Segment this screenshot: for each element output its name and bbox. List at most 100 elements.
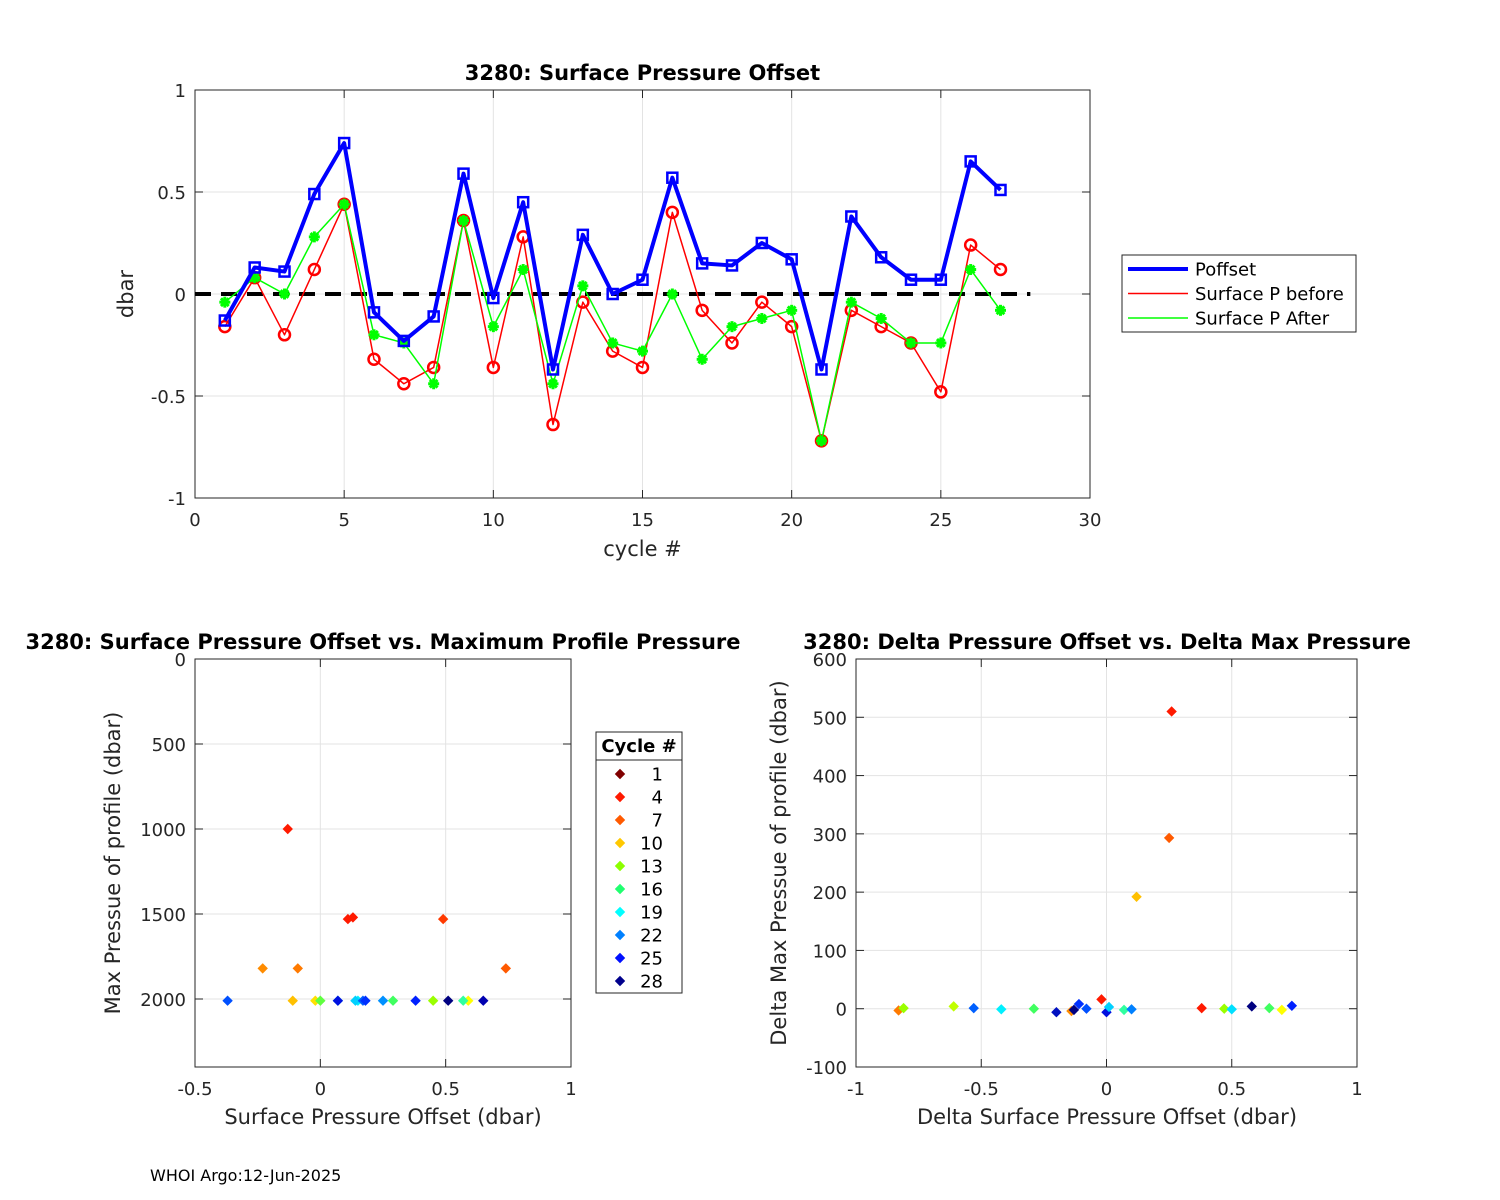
y-tick-label: 400	[813, 767, 847, 788]
footer-stamp: WHOI Argo:12-Jun-2025	[150, 1166, 342, 1185]
scatter-point	[222, 995, 233, 1006]
surface-p-before-point	[277, 328, 292, 342]
asterisk-stroke	[906, 338, 916, 348]
scatter-point	[1096, 994, 1107, 1005]
legend-label: 16	[640, 880, 663, 901]
poffset-point	[457, 167, 470, 180]
scatter-point	[257, 963, 268, 974]
scatter-point	[1196, 1002, 1207, 1014]
poffset-point	[994, 183, 1007, 197]
surface-p-after-point	[368, 329, 380, 341]
scatter-point	[1131, 891, 1142, 903]
scatter-point	[377, 995, 389, 1006]
poffset-point	[308, 187, 321, 201]
asterisk-stroke	[607, 338, 618, 348]
x-tick-label: -0.5	[964, 1079, 999, 1100]
legend-label: Poffset	[1195, 260, 1256, 281]
x-tick-label: 0	[1101, 1079, 1112, 1100]
legend-marker	[614, 952, 626, 964]
surface-p-before-point	[695, 303, 709, 318]
surface-p-after-point	[487, 321, 499, 333]
asterisk-stroke	[488, 321, 499, 332]
asterisk-stroke	[727, 321, 737, 332]
legend-label: 22	[640, 926, 663, 947]
poffset-point	[964, 155, 977, 168]
poffset-point	[636, 273, 649, 286]
poffset-point	[755, 236, 769, 250]
y-tick-label: 0	[836, 1000, 847, 1021]
y-tick-label: 500	[813, 708, 847, 729]
scatter-point	[1118, 1004, 1130, 1016]
legend-marker	[614, 814, 626, 826]
asterisk-stroke	[458, 215, 469, 226]
surface-p-after-point	[517, 264, 529, 276]
surface-p-after-point	[935, 337, 947, 349]
y-axis-label: dbar	[114, 270, 138, 319]
axes-frame	[194, 658, 572, 1068]
scatter-point	[1068, 1004, 1080, 1016]
delta-offset-vs-delta-max-panel: -1 -0.5 0 0.5 1 -100 0 100 200 300 400 500 6003280: …	[767, 630, 1411, 1129]
y-tick-label: 1000	[140, 820, 186, 841]
legend-label: 7	[652, 811, 663, 832]
y-tick-label: 1500	[140, 905, 186, 926]
poffset-point	[337, 136, 351, 150]
x-tick-label: 0.5	[1217, 1079, 1246, 1100]
scatter-point	[1276, 1004, 1288, 1016]
asterisk-stroke	[369, 329, 379, 340]
chart-title: 3280: Delta Pressure Offset vs. Delta Ma…	[803, 630, 1411, 654]
y-tick-label: 600	[813, 650, 847, 671]
asterisk-stroke	[667, 289, 678, 299]
scatter-point	[1073, 998, 1085, 1010]
legend-label: Surface P before	[1195, 284, 1344, 305]
surface-p-before-point	[367, 352, 381, 367]
surface-p-after-point	[726, 321, 738, 333]
x-tick-label: 15	[631, 510, 654, 531]
surface-p-after-point	[338, 198, 350, 210]
legend-marker	[614, 860, 626, 872]
surface-p-before-point	[934, 385, 948, 399]
scatter-point	[350, 995, 361, 1006]
y-axis-label: Delta Max Pressue of profile (dbar)	[767, 680, 791, 1045]
y-tick-label: 300	[813, 825, 847, 846]
x-tick-label: -1	[847, 1079, 865, 1100]
asterisk-stroke	[756, 313, 767, 324]
scatter-point	[1166, 706, 1177, 717]
scatter-point	[1286, 1000, 1298, 1012]
scatter-point	[1103, 1001, 1115, 1013]
scatter-point	[387, 995, 399, 1006]
y-tick-label: 200	[813, 883, 847, 904]
surface-p-before-point	[993, 262, 1008, 277]
scatter-point	[410, 995, 421, 1006]
scatter-point	[347, 912, 359, 923]
legend-marker	[614, 768, 626, 780]
chart-title: 3280: Surface Pressure Offset vs. Maximu…	[25, 630, 740, 654]
poffset-point	[248, 261, 261, 274]
asterisk-stroke	[219, 297, 230, 308]
scatter-point	[1163, 832, 1175, 844]
scatter-point	[282, 823, 293, 835]
y-tick-label: -0.5	[151, 387, 186, 408]
asterisk-stroke	[995, 305, 1006, 316]
poffset-point	[278, 265, 291, 278]
asterisk-stroke	[339, 199, 350, 210]
scatter-point	[1226, 1004, 1237, 1015]
legend-label: 13	[640, 857, 663, 878]
scatter-point	[1051, 1007, 1062, 1018]
poffset-point	[516, 195, 530, 209]
x-tick-label: 30	[1079, 510, 1102, 531]
x-tick-label: -0.5	[177, 1079, 212, 1100]
surface-p-after-point	[816, 435, 827, 447]
surface-p-before-point	[486, 360, 501, 375]
surface-p-before-point	[635, 360, 650, 375]
scatter-point	[1219, 1003, 1230, 1014]
scatter-point	[332, 995, 344, 1006]
x-axis-label: cycle #	[603, 537, 682, 561]
poffset-point	[427, 310, 440, 323]
scatter-point	[442, 995, 454, 1006]
scatter-point	[360, 995, 371, 1006]
legend-marker	[614, 883, 626, 895]
legend-label: Surface P After	[1195, 309, 1330, 330]
surface-p-before-point	[725, 336, 739, 350]
poffset-point	[725, 259, 739, 272]
